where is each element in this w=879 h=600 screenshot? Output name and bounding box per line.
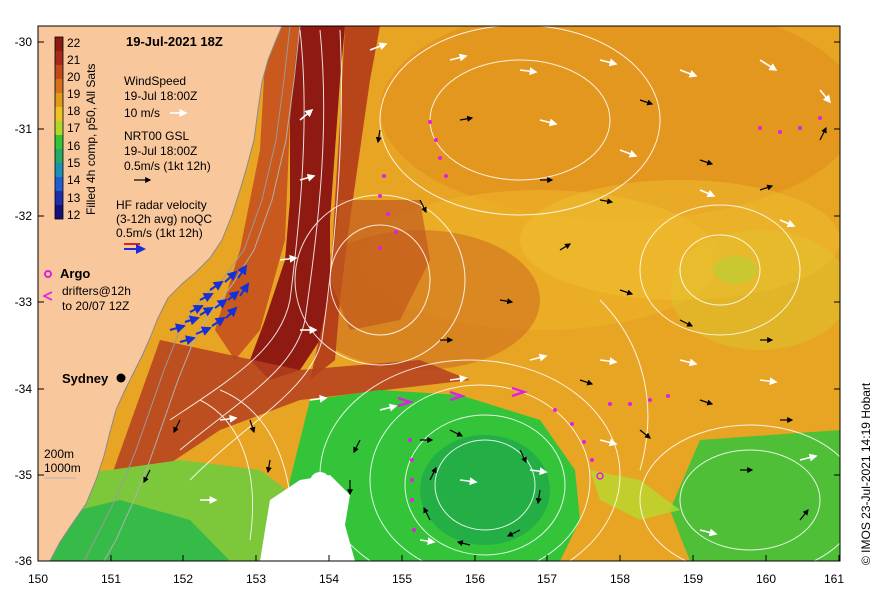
lon-tick-label: 152 — [173, 572, 193, 586]
colorbar-swatch-13 — [55, 163, 63, 177]
lon-tick-labels: 150 151 152 153 154 155 156 157 158 159 … — [28, 572, 844, 586]
legend-gsl-title: NRT00 GSL — [124, 129, 189, 143]
colorbar-label: 16 — [67, 139, 81, 153]
colorbar-swatch-15 — [55, 135, 63, 149]
colorbar-title: Filled 4h comp, p50, All Sats — [84, 64, 98, 215]
lon-tick-label: 151 — [101, 572, 121, 586]
colorbar-swatch-19 — [55, 79, 63, 93]
isobath-200m — [83, 26, 291, 561]
argo-legend-icon — [44, 270, 52, 278]
legend-gsl-time: 19-Jul 18:00Z — [124, 144, 197, 158]
legend: 19-Jul-2021 18Z WindSpeed 19-Jul 18:00Z … — [42, 34, 223, 479]
legend-radar-title: HF radar velocity — [116, 198, 207, 212]
legend-wind-time: 19-Jul 18:00Z — [124, 89, 197, 103]
lon-tick-label: 158 — [610, 572, 630, 586]
lat-tick-label: -31 — [15, 122, 33, 136]
lat-tick-label: -32 — [15, 209, 33, 223]
colorbar-label: 21 — [67, 53, 81, 67]
colorbar-swatch-14 — [55, 149, 63, 163]
lat-tick-label: -36 — [15, 554, 33, 568]
colorbar-swatch-18 — [55, 93, 63, 107]
legend-radar-avg: (3-12h avg) noQC — [116, 212, 212, 226]
colorbar-swatch-21 — [55, 51, 63, 65]
colorbar-swatch-17 — [55, 107, 63, 121]
colorbar-label: 19 — [67, 87, 81, 101]
colorbar-swatch-12 — [55, 177, 63, 191]
lat-tick-label: -33 — [15, 295, 33, 309]
lat-tick-label: -35 — [15, 468, 33, 482]
lon-tick-label: 159 — [683, 572, 703, 586]
drifter-legend-icon — [42, 291, 53, 301]
legend-depth-200m: 200m — [44, 447, 74, 461]
land-australia — [38, 26, 283, 561]
lon-tick-label: 150 — [28, 572, 48, 586]
current-arrows — [143, 99, 827, 547]
credit-text: © IMOS 23-Jul-2021 14:19 Hobart — [859, 382, 873, 565]
place-label-sydney: Sydney — [62, 371, 109, 386]
legend-drifters-line1: drifters@12h — [62, 284, 131, 298]
colorbar-label: 13 — [67, 191, 81, 205]
lat-tick-labels: -30 -31 -32 -33 -34 -35 -36 — [15, 35, 33, 568]
legend-drifters-line2: to 20/07 12Z — [62, 299, 129, 313]
legend-radar-scale: 0.5m/s (1kt 12h) — [116, 226, 203, 240]
lon-tick-label: 161 — [824, 572, 844, 586]
legend-wind-scale: 10 m/s — [124, 106, 160, 120]
date-title: 19-Jul-2021 18Z — [126, 34, 223, 49]
legend-wind-title: WindSpeed — [124, 74, 186, 88]
lon-tick-label: 154 — [319, 572, 339, 586]
isobath-1000m — [103, 26, 301, 561]
colorbar-swatch-22 — [55, 37, 63, 51]
colorbar-label: 20 — [67, 70, 81, 84]
argo-chevrons — [397, 386, 528, 408]
colorbar-label: 12 — [67, 208, 81, 222]
plot-frame — [37, 25, 841, 562]
colorbar-label: 18 — [67, 104, 81, 118]
legend-argo-title: Argo — [60, 266, 90, 281]
lat-tick-label: -34 — [15, 382, 33, 396]
colorbar-label: 15 — [67, 156, 81, 170]
lon-tick-label: 157 — [537, 572, 557, 586]
colorbar-swatch-20 — [55, 65, 63, 79]
lon-tick-label: 155 — [392, 572, 412, 586]
colorbar-label: 22 — [67, 36, 81, 50]
colorbar: 22 21 20 19 18 17 16 15 14 13 12 Filled … — [54, 36, 98, 222]
colorbar-label: 17 — [67, 121, 81, 135]
colorbar-swatch-16 — [55, 121, 63, 135]
colorbar-label: 14 — [67, 173, 81, 187]
lon-tick-label: 156 — [465, 572, 485, 586]
sydney-marker — [116, 373, 126, 383]
colorbar-swatch-11 — [55, 191, 63, 205]
lon-tick-label: 160 — [756, 572, 776, 586]
hf-radar-arrows — [169, 264, 250, 346]
colorbar-frame — [54, 36, 64, 220]
colorbar-swatch-10 — [55, 205, 63, 219]
argo-drifter-tracks — [378, 116, 822, 532]
lon-tick-label: 153 — [246, 572, 266, 586]
lat-tick-label: -30 — [15, 35, 33, 49]
legend-depth-1000m: 1000m — [44, 461, 81, 475]
legend-gsl-scale: 0.5m/s (1kt 12h) — [124, 159, 211, 173]
wind-arrows — [200, 42, 832, 546]
axis-ticks — [37, 41, 840, 562]
